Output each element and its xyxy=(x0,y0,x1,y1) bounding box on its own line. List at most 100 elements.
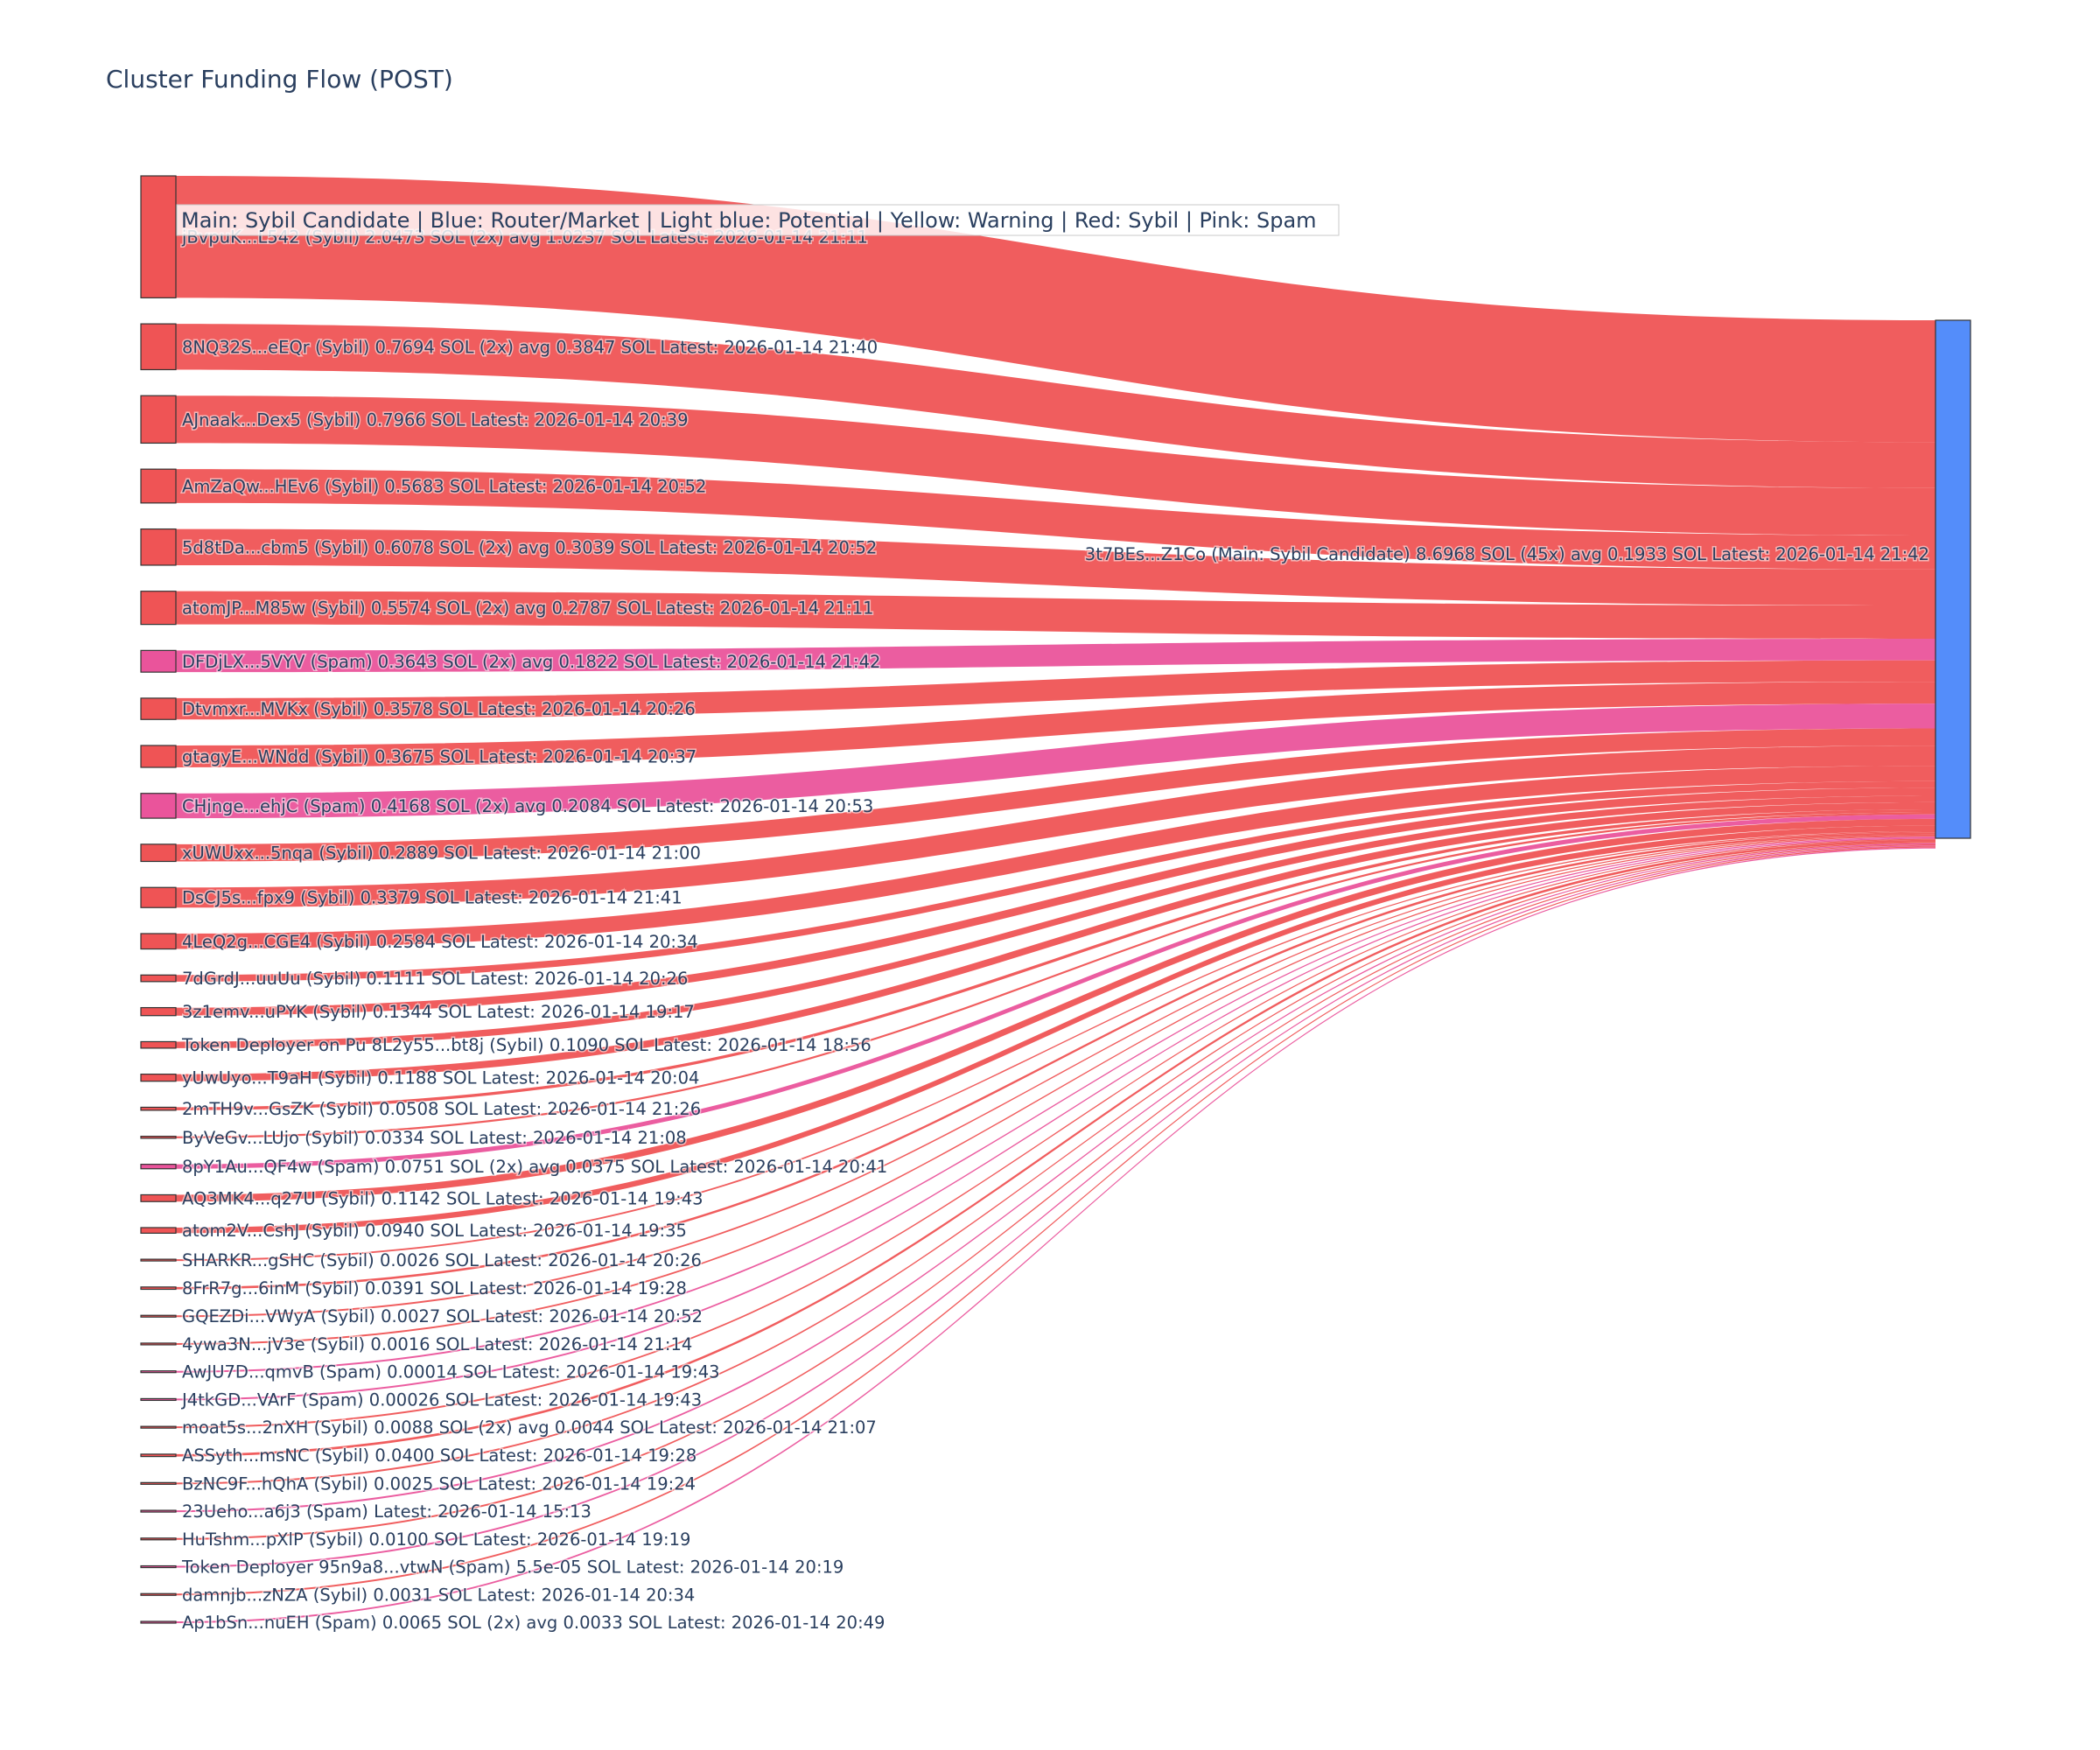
source-node[interactable] xyxy=(140,793,177,819)
flow-link xyxy=(176,324,1936,488)
flow-link xyxy=(176,728,1936,862)
flow-link xyxy=(176,802,1936,1082)
source-node[interactable] xyxy=(140,1342,177,1346)
flow-nodes xyxy=(140,175,1971,1624)
legend-box xyxy=(176,204,1340,236)
source-node-label: 4ywa3N...jV3e (Sybil) 0.0016 SOL Latest:… xyxy=(182,1334,692,1354)
source-node[interactable] xyxy=(140,649,177,673)
source-node-label: AJnaak...Dex5 (Sybil) 0.7966 SOL Latest:… xyxy=(182,410,689,430)
flow-link xyxy=(176,843,1936,1513)
chart-title: Cluster Funding Flow (POST) xyxy=(106,65,453,94)
flow-link xyxy=(176,846,1936,1596)
source-node[interactable] xyxy=(140,886,177,908)
source-node[interactable] xyxy=(140,1509,177,1513)
flow-links xyxy=(176,176,1936,1623)
source-node-label: Dtvmxr...MVKx (Sybil) 0.3578 SOL Latest:… xyxy=(182,699,696,719)
flow-link xyxy=(176,836,1936,1345)
source-node-label: DFDjLX...5VYV (Spam) 0.3643 SOL (2x) avg… xyxy=(182,652,880,672)
flow-link xyxy=(176,808,1936,1110)
flow-link xyxy=(176,834,1936,1318)
source-node-label: 5d8tDa...cbm5 (Sybil) 0.6078 SOL (2x) av… xyxy=(182,537,877,557)
source-node[interactable] xyxy=(140,1194,177,1202)
source-node[interactable] xyxy=(140,1074,177,1082)
source-node[interactable] xyxy=(140,974,177,983)
source-node-label: Token Deployer on Pu 8L2y55...bt8j (Sybi… xyxy=(181,1035,872,1055)
legend-text: Main: Sybil Candidate | Blue: Router/Mar… xyxy=(181,208,1317,233)
source-node[interactable] xyxy=(140,1258,177,1262)
source-node[interactable] xyxy=(140,1314,177,1318)
source-node[interactable] xyxy=(140,323,177,371)
flow-link xyxy=(176,839,1936,1457)
source-node-label: Token Deployer 95n9a8...vtwN (Spam) 5.5e… xyxy=(181,1558,844,1578)
source-node[interactable] xyxy=(140,395,177,444)
flow-link xyxy=(176,842,1936,1485)
source-node-label: Ap1bSn...nuEH (Spam) 0.0065 SOL (2x) avg… xyxy=(182,1613,885,1633)
source-node[interactable] xyxy=(140,1592,177,1596)
source-node[interactable] xyxy=(140,1370,177,1374)
flow-link xyxy=(176,780,1936,982)
flow-link xyxy=(176,838,1936,1429)
flow-link xyxy=(176,844,1936,1540)
flow-link xyxy=(176,837,1936,1401)
source-node[interactable] xyxy=(140,1397,177,1402)
source-node[interactable] xyxy=(140,591,177,626)
flow-link xyxy=(176,845,1936,1568)
source-node-label: HuTshm...pXlP (Sybil) 0.0100 SOL Latest:… xyxy=(182,1530,690,1550)
source-node[interactable] xyxy=(140,844,177,863)
source-node-label: ASSyth...msNC (Sybil) 0.0400 SOL Latest:… xyxy=(182,1446,696,1466)
source-node[interactable] xyxy=(140,1227,177,1234)
node-labels: jBvpuK...L542 (Sybil) 2.0473 SOL (2x) av… xyxy=(179,226,1931,1634)
source-node[interactable] xyxy=(140,1286,177,1291)
flow-link xyxy=(176,795,1936,1048)
flow-link xyxy=(176,788,1936,1016)
source-node[interactable] xyxy=(140,697,177,720)
flow-link xyxy=(176,814,1936,1169)
source-node[interactable] xyxy=(140,1620,177,1624)
source-node-label: 23Ueho...a6j3 (Spam) Latest: 2026-01-14 … xyxy=(182,1502,592,1522)
source-node-label: 8NQ32S...eEQr (Sybil) 0.7694 SOL (2x) av… xyxy=(182,337,878,357)
source-node[interactable] xyxy=(140,1040,177,1049)
source-node-label: xUWUxx...5nqa (Sybil) 0.2889 SOL Latest:… xyxy=(182,844,701,864)
source-node-label: J4tkGD...VArF (Spam) 0.00026 SOL Latest:… xyxy=(180,1390,702,1410)
source-node-label: AmZaQw...HEv6 (Sybil) 0.5683 SOL Latest:… xyxy=(182,477,706,497)
source-node-label: moat5s...2nXH (Sybil) 0.0088 SOL (2x) av… xyxy=(182,1418,877,1438)
source-node-label: CHjnge...ehjC (Spam) 0.4168 SOL (2x) avg… xyxy=(182,796,873,816)
flow-link xyxy=(176,469,1936,570)
source-node-label: AwJU7D...qmvB (Spam) 0.00014 SOL Latest:… xyxy=(182,1362,720,1382)
source-node[interactable] xyxy=(140,468,177,504)
source-node[interactable] xyxy=(140,1537,177,1541)
source-node-label: AQ3MK4...q27U (Sybil) 0.1142 SOL Latest:… xyxy=(182,1188,704,1208)
flow-link xyxy=(176,176,1936,443)
source-node[interactable] xyxy=(140,528,177,566)
source-node[interactable] xyxy=(140,1136,177,1139)
source-node-label: 3z1emv...uPYK (Sybil) 0.1344 SOL Latest:… xyxy=(182,1002,695,1022)
source-node-label: 7dGrdJ...uuUu (Sybil) 0.1111 SOL Latest:… xyxy=(182,969,688,989)
source-node[interactable] xyxy=(140,1481,177,1485)
source-node[interactable] xyxy=(140,1006,177,1017)
flow-link xyxy=(176,766,1936,949)
source-node[interactable] xyxy=(140,1425,177,1429)
flow-link xyxy=(176,825,1936,1234)
source-node[interactable] xyxy=(140,1453,177,1458)
source-node[interactable] xyxy=(140,1564,177,1569)
source-node-label: gtagyE...WNdd (Sybil) 0.3675 SOL Latest:… xyxy=(182,746,696,766)
flow-link xyxy=(176,704,1936,819)
source-node[interactable] xyxy=(140,1164,177,1170)
legend-annotation: Main: Sybil Candidate | Blue: Router/Mar… xyxy=(176,204,1340,236)
source-node-label: yUwUyo...T9aH (Sybil) 0.1188 SOL Latest:… xyxy=(182,1068,699,1088)
source-node[interactable] xyxy=(140,933,177,950)
flow-link xyxy=(176,847,1936,1623)
source-node[interactable] xyxy=(140,745,177,768)
source-node-label: 8FrR7g...6inM (Sybil) 0.0391 SOL Latest:… xyxy=(182,1278,687,1298)
flow-link xyxy=(176,591,1936,639)
flow-link xyxy=(176,638,1936,673)
source-node-label: ByVeGv...LUjo (Sybil) 0.0334 SOL Latest:… xyxy=(182,1128,687,1148)
flow-link xyxy=(176,832,1936,1290)
source-node[interactable] xyxy=(140,1106,177,1111)
source-node[interactable] xyxy=(140,175,177,298)
source-node-label: DsCJ5s...fpx9 (Sybil) 0.3379 SOL Latest:… xyxy=(182,888,682,908)
target-node[interactable] xyxy=(1935,319,1971,839)
flow-link xyxy=(176,836,1936,1373)
source-node-label: 2mTH9v...GsZK (Sybil) 0.0508 SOL Latest:… xyxy=(182,1099,701,1119)
